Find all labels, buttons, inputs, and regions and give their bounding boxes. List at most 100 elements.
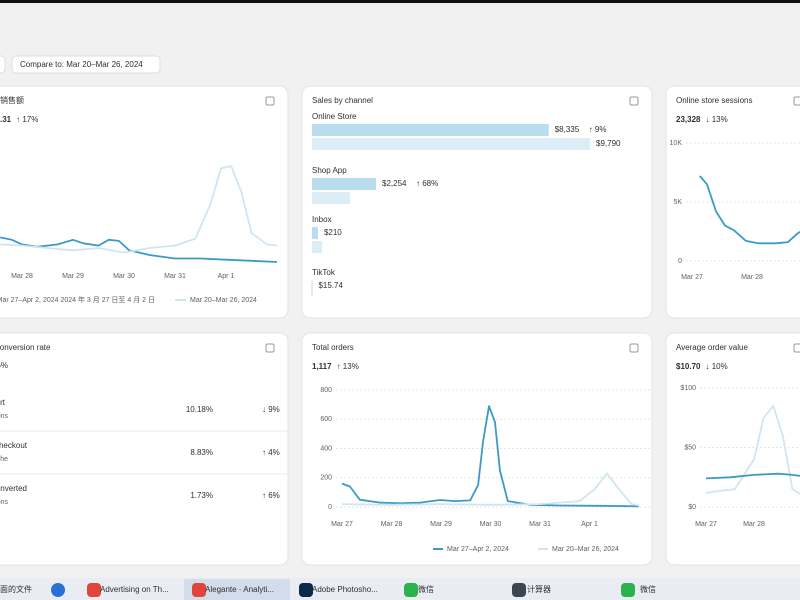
headline-delta: ↓ 10% bbox=[705, 362, 727, 371]
taskbar-label[interactable]: 微信 bbox=[640, 584, 656, 594]
row-label: Sessions converted bbox=[0, 484, 27, 493]
y-tick-label: $100 bbox=[680, 385, 696, 392]
card bbox=[0, 332, 289, 566]
taskbar-icon bbox=[51, 583, 65, 597]
legend-label: Mar 27–Apr 2, 2024 2024 年 3 月 27 日至 4 月 … bbox=[0, 295, 155, 304]
row-delta: ↑ 6% bbox=[262, 491, 280, 500]
x-tick-label: Mar 28 bbox=[741, 274, 763, 281]
channel-previous-value: $9,790 bbox=[596, 139, 621, 148]
line-series bbox=[341, 472, 640, 507]
x-tick-label: Apr 1 bbox=[581, 521, 598, 528]
legend-label: Mar 20–Mar 26, 2024 bbox=[190, 297, 257, 304]
channel-name: Online Store bbox=[312, 112, 357, 121]
y-tick-label: 400 bbox=[320, 445, 332, 452]
card bbox=[665, 85, 800, 319]
x-tick-label: Mar 27 bbox=[681, 274, 703, 281]
x-tick-label: Mar 31 bbox=[529, 521, 551, 528]
compare-button[interactable] bbox=[11, 55, 161, 74]
row-delta: ↑ 4% bbox=[262, 448, 280, 457]
channel-name: Shop App bbox=[312, 166, 347, 175]
headline-delta: ↑ 13% bbox=[337, 362, 359, 371]
y-tick-label: 0 bbox=[678, 258, 682, 265]
y-tick-label: 200 bbox=[320, 475, 332, 482]
x-tick-label: Mar 31 bbox=[164, 273, 186, 280]
row-label: Reached checkout bbox=[0, 441, 28, 450]
y-tick-label: $0 bbox=[688, 504, 696, 511]
row-value: 10.18% bbox=[186, 405, 213, 414]
row-label: Added to cart bbox=[0, 398, 6, 407]
channel-value: $210 bbox=[324, 228, 342, 237]
line-series bbox=[705, 472, 800, 480]
x-tick-label: Mar 30 bbox=[113, 273, 135, 280]
channel-value: $15.74 bbox=[318, 281, 343, 290]
date-button[interactable] bbox=[0, 55, 6, 74]
taskbar-icon bbox=[299, 583, 313, 597]
taskbar-label[interactable]: 桌面的文件 bbox=[0, 584, 32, 594]
row-value: 1.73% bbox=[190, 491, 213, 500]
card bbox=[665, 332, 800, 566]
taskbar-icon bbox=[192, 583, 206, 597]
taskbar-label[interactable]: Alegante · Analyti... bbox=[205, 585, 274, 594]
card-content: Conversion rate ↑ 6% Added to cart 2,374 se… bbox=[0, 343, 288, 506]
headline-value: $10.70 bbox=[676, 362, 701, 371]
x-tick-label: Mar 29 bbox=[62, 273, 84, 280]
row-sublabel: 404 sessions bbox=[0, 499, 8, 506]
channel-name: TikTok bbox=[312, 268, 336, 277]
x-tick-label: Mar 27 bbox=[695, 521, 717, 528]
headline-value: 1,117 bbox=[312, 362, 332, 371]
channel-bar bbox=[312, 227, 318, 239]
taskbar-label[interactable]: 微信 bbox=[418, 584, 434, 594]
taskbar-icon bbox=[621, 583, 635, 597]
x-tick-label: Mar 28 bbox=[743, 521, 765, 528]
card-title: Online store sessions bbox=[676, 96, 752, 105]
y-tick-label: 5K bbox=[673, 199, 682, 206]
card bbox=[0, 85, 289, 319]
y-tick-label: 0 bbox=[328, 504, 332, 511]
legend-label: Mar 20–Mar 26, 2024 bbox=[552, 546, 619, 553]
card-icon bbox=[629, 343, 639, 353]
row-value: 8.83% bbox=[190, 448, 213, 457]
taskbar-label[interactable]: 计算器 bbox=[527, 584, 551, 594]
channel-value: $2,254 bbox=[382, 179, 407, 188]
channel-delta: ↑ 68% bbox=[416, 179, 438, 188]
card-icon bbox=[629, 96, 639, 106]
headline-delta: ↑ 17% bbox=[16, 115, 38, 124]
x-tick-label: Mar 29 bbox=[430, 521, 452, 528]
card-content: Sales by channel Online Store $8,335 ↑ 9% $9… bbox=[311, 96, 639, 296]
y-tick-label: $50 bbox=[684, 444, 696, 451]
x-tick-label: Mar 30 bbox=[480, 521, 502, 528]
card-icon bbox=[793, 96, 800, 106]
taskbar-icon bbox=[404, 583, 418, 597]
line-series bbox=[0, 165, 278, 254]
headline-delta: ↑ 6% bbox=[0, 361, 8, 370]
x-tick-label: Apr 1 bbox=[218, 273, 235, 280]
taskbar-label[interactable]: Adobe Photosho... bbox=[312, 585, 378, 594]
y-tick-label: 600 bbox=[320, 416, 332, 423]
card-content: Average order value $10.70 ↓ 10% $100 $50 $0 M… bbox=[676, 343, 800, 528]
channel-value: $8,335 bbox=[555, 125, 580, 134]
channel-name: Inbox bbox=[312, 215, 332, 224]
card-title: Sales by channel bbox=[312, 96, 373, 105]
channel-previous-bar bbox=[312, 138, 591, 150]
card-title: Average order value bbox=[676, 343, 748, 352]
x-tick-label: Mar 27 bbox=[331, 521, 353, 528]
headline-delta: ↓ 13% bbox=[705, 115, 727, 124]
card-icon bbox=[265, 343, 275, 353]
x-tick-label: Mar 28 bbox=[11, 273, 33, 280]
line-series bbox=[705, 405, 800, 496]
channel-bar bbox=[312, 124, 549, 136]
y-tick-label: 10K bbox=[670, 140, 683, 147]
y-tick-label: 800 bbox=[320, 387, 332, 394]
line-series bbox=[699, 175, 800, 245]
card-icon bbox=[265, 96, 275, 106]
legend-label: Mar 27–Apr 2, 2024 bbox=[447, 546, 509, 553]
card-icon bbox=[793, 343, 800, 353]
row-sublabel: 2,374 sessions bbox=[0, 413, 8, 420]
channel-delta: ↑ 9% bbox=[589, 125, 607, 134]
card-title: Conversion rate bbox=[0, 343, 51, 352]
card-title: Total orders bbox=[312, 343, 354, 352]
taskbar-label[interactable]: Advertising on Th... bbox=[100, 585, 169, 594]
headline-value: 23,328 bbox=[676, 115, 701, 124]
